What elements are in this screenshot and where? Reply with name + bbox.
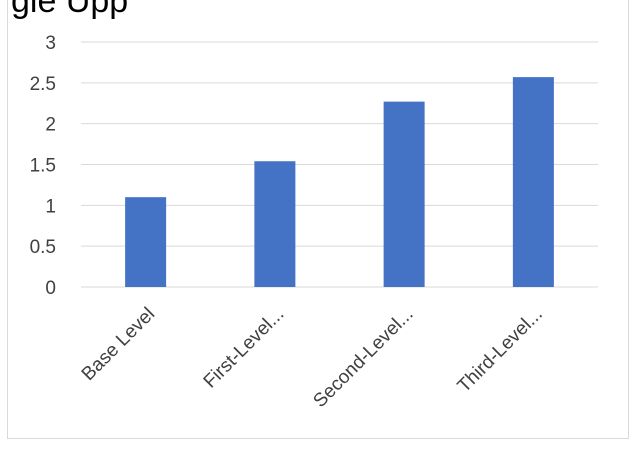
y-tick-label: 0 bbox=[45, 278, 56, 299]
x-category-label: First-Level... bbox=[200, 304, 289, 393]
y-tick-label: 1.5 bbox=[30, 156, 56, 177]
y-tick-label: 2 bbox=[45, 115, 56, 136]
bar bbox=[512, 77, 554, 287]
x-category-label: Base Level bbox=[78, 304, 159, 385]
bar bbox=[383, 101, 425, 287]
y-tick-label: 2.5 bbox=[30, 74, 56, 95]
chart-title: gle Upp bbox=[11, 0, 129, 20]
x-category-label: Third-Level... bbox=[454, 304, 547, 397]
y-tick-label: 3 bbox=[45, 33, 56, 54]
y-tick-label: 0.5 bbox=[30, 237, 56, 258]
x-category-label: Second-Level... bbox=[309, 304, 417, 412]
bar bbox=[125, 197, 167, 287]
y-tick-label: 1 bbox=[45, 196, 56, 217]
bar bbox=[254, 161, 296, 287]
